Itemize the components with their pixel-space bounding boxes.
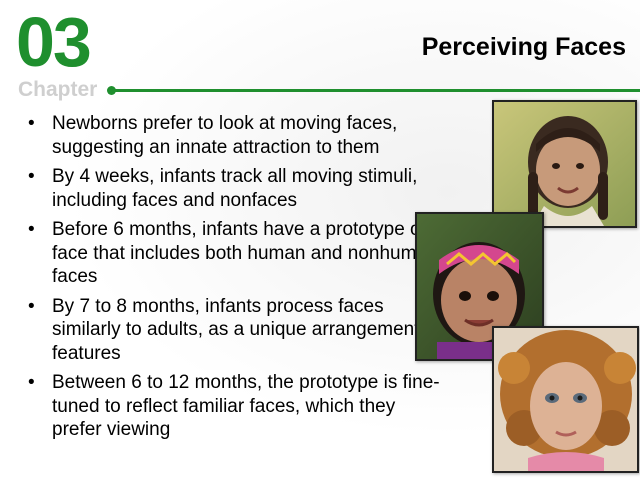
bullet-text: By 4 weeks, infants track all moving sti… <box>52 166 418 211</box>
bullet-item: • Before 6 months, infants have a protot… <box>24 218 444 289</box>
photo-curly-child <box>492 326 639 473</box>
bullet-item: • By 7 to 8 months, infants process face… <box>24 295 444 366</box>
bullet-text: Newborns prefer to look at moving faces,… <box>52 113 398 158</box>
bullet-item: • Newborns prefer to look at moving face… <box>24 112 444 159</box>
bullet-text: Before 6 months, infants have a prototyp… <box>52 219 442 287</box>
header-rule <box>112 89 640 92</box>
bullet-text: Between 6 to 12 months, the prototype is… <box>52 372 440 440</box>
bullet-marker: • <box>28 372 35 393</box>
bullet-marker: • <box>28 166 35 187</box>
photo-girl-braids <box>492 100 637 228</box>
bullet-marker: • <box>28 113 35 134</box>
chapter-number: 03 <box>16 3 92 81</box>
bullet-text: By 7 to 8 months, infants process faces … <box>52 295 441 364</box>
bullet-marker: • <box>28 295 35 317</box>
header-rule-dot <box>107 86 116 95</box>
bullet-item: • By 4 weeks, infants track all moving s… <box>24 165 444 212</box>
bullet-item: • Between 6 to 12 months, the prototype … <box>24 371 444 442</box>
bullet-list: • Newborns prefer to look at moving face… <box>24 112 444 448</box>
chapter-label: Chapter <box>18 78 98 101</box>
slide-title: Perceiving Faces <box>421 33 626 61</box>
bullet-marker: • <box>28 219 35 240</box>
